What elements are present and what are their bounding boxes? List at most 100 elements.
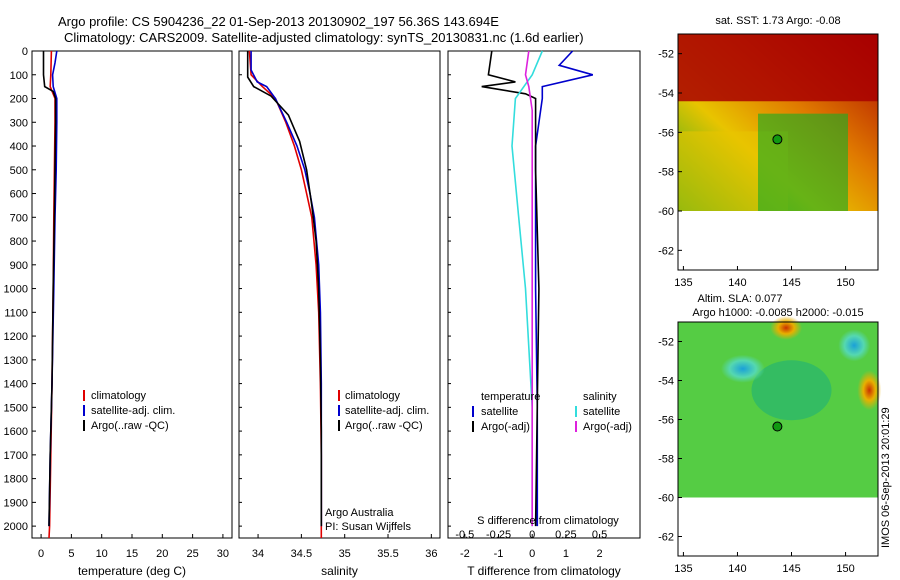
x-tick-label: 15 (126, 548, 138, 560)
sst-map-panel: sat. SST: 1.73 Argo: -0.08 135 140 145 150 -5… (658, 15, 879, 289)
salinity-panel: 34 34.5 35 35.5 36 salinity climatology satelli… (238, 50, 441, 578)
series-line (250, 51, 323, 527)
x-axis-label: T difference from climatology (467, 564, 621, 578)
y-tick-label: 1900 (4, 497, 28, 509)
y-tick-label: 1200 (4, 331, 28, 343)
header-line2: Climatology: CARS2009. Satellite-adjuste… (64, 30, 584, 45)
sst-map-title: sat. SST: 1.73 Argo: -0.08 (715, 15, 840, 27)
x-tick-label: 25 (186, 548, 198, 560)
sla-warm-eddy (770, 315, 803, 340)
y-tick-label: 1700 (4, 450, 28, 462)
x-tick-label: 0 (529, 548, 535, 560)
y-tick-label: -54 (658, 376, 674, 388)
s-tick-label: -0.25 (486, 529, 511, 541)
x-tick-label: 35.5 (377, 548, 398, 560)
sla-warm-eddy (857, 370, 882, 411)
y-tick-label: 100 (10, 70, 28, 82)
legend-label: Argo(-adj) (583, 421, 632, 433)
header-line1: Argo profile: CS 5904236_22 01-Sep-2013 … (58, 14, 499, 29)
y-tick-label: -56 (658, 415, 674, 427)
annotation-pi: PI: Susan Wijffels (325, 521, 411, 533)
series-line (524, 50, 534, 527)
sla-cool-eddy (720, 354, 765, 383)
y-tick-label: 1600 (4, 426, 28, 438)
legend-label: Argo(-adj) (481, 421, 530, 433)
sst-cool-band (758, 113, 848, 211)
x-tick-label: 135 (674, 277, 692, 289)
x-tick-label: 140 (728, 277, 746, 289)
y-tick-label: 500 (10, 165, 28, 177)
y-tick-label: -58 (658, 167, 674, 179)
legend-title-temperature: temperature (481, 391, 540, 403)
y-tick-label: 400 (10, 141, 28, 153)
series-line (534, 50, 594, 527)
y-tick-label: -60 (658, 206, 674, 218)
legend-label: climatology (91, 390, 147, 402)
y-tick-label: 600 (10, 189, 28, 201)
y-tick-label: 900 (10, 260, 28, 272)
map-frame (677, 321, 879, 557)
sla-mid-blob (751, 360, 832, 421)
legend-title-salinity: salinity (583, 391, 617, 403)
footer-stamp: IMOS 06-Sep-2013 20:01:29 (880, 407, 892, 548)
x-tick-label: 10 (96, 548, 108, 560)
sla-cool-eddy (838, 329, 871, 362)
x-tick-label: 145 (782, 563, 800, 575)
legend-label: satellite (583, 406, 620, 418)
y-tick-label: 1300 (4, 355, 28, 367)
y-tick-label: 700 (10, 212, 28, 224)
y-tick-label: 1100 (4, 307, 28, 319)
x-tick-label: -1 (494, 548, 504, 560)
y-tick-label: 200 (10, 94, 28, 106)
y-tick-label: -62 (658, 245, 674, 257)
y-tick-label: -52 (658, 337, 674, 349)
series-line (511, 50, 544, 527)
y-tick-label: 0 (22, 46, 28, 58)
y-tick-label: 1800 (4, 474, 28, 486)
y-tick-label: -62 (658, 532, 674, 544)
x-tick-label: 150 (836, 277, 854, 289)
y-tick-label: -54 (658, 88, 674, 100)
y-tick-label: -52 (658, 49, 674, 61)
x-tick-label: 1 (563, 548, 569, 560)
plot-frame (238, 50, 441, 539)
x-tick-label: 20 (156, 548, 168, 560)
x-tick-label: 34 (252, 548, 264, 560)
annotation-org: Argo Australia (325, 507, 394, 519)
y-tick-label: -58 (658, 454, 674, 466)
legend-label: satellite (481, 406, 518, 418)
y-tick-label: 2000 (4, 521, 28, 533)
y-tick-label: 300 (10, 117, 28, 129)
y-tick-label: 1400 (4, 379, 28, 391)
x-tick-label: 145 (782, 277, 800, 289)
x-tick-label: 135 (674, 563, 692, 575)
y-tick-label: -56 (658, 127, 674, 139)
y-tick-label: 1500 (4, 402, 28, 414)
sla-map-panel: Altim. SLA: 0.077 Argo h1000: -0.0085 h20… (658, 293, 882, 575)
argo-position-marker (772, 421, 783, 432)
y-tick-label: 1000 (4, 284, 28, 296)
x-tick-label: 2 (597, 548, 603, 560)
x-tick-label: 140 (728, 563, 746, 575)
s-tick-label: 0.5 (592, 529, 607, 541)
series-line (248, 50, 323, 538)
temperature-panel: 0100200300400500600700800900100011001200… (4, 46, 233, 578)
sla-map-title: Altim. SLA: 0.077 (698, 293, 783, 305)
legend-label: satellite-adj. clim. (345, 405, 429, 417)
s-tick-label: -0.5 (455, 529, 474, 541)
series-line (481, 50, 540, 527)
sst-warm-band (678, 34, 878, 102)
plot-frame (31, 50, 233, 539)
sla-map-subtitle: Argo h1000: -0.0085 h2000: -0.015 (692, 307, 863, 319)
x-tick-label: 5 (68, 548, 74, 560)
series-line (246, 51, 323, 527)
legend-label: satellite-adj. clim. (91, 405, 175, 417)
x-axis-label: temperature (deg C) (78, 564, 186, 578)
x-axis-label: salinity (321, 564, 358, 578)
x-tick-label: 0 (38, 548, 44, 560)
legend-label: Argo(..raw -QC) (345, 420, 423, 432)
plot-frame (447, 50, 641, 539)
legend-label: climatology (345, 390, 401, 402)
x-tick-label: 35 (339, 548, 351, 560)
